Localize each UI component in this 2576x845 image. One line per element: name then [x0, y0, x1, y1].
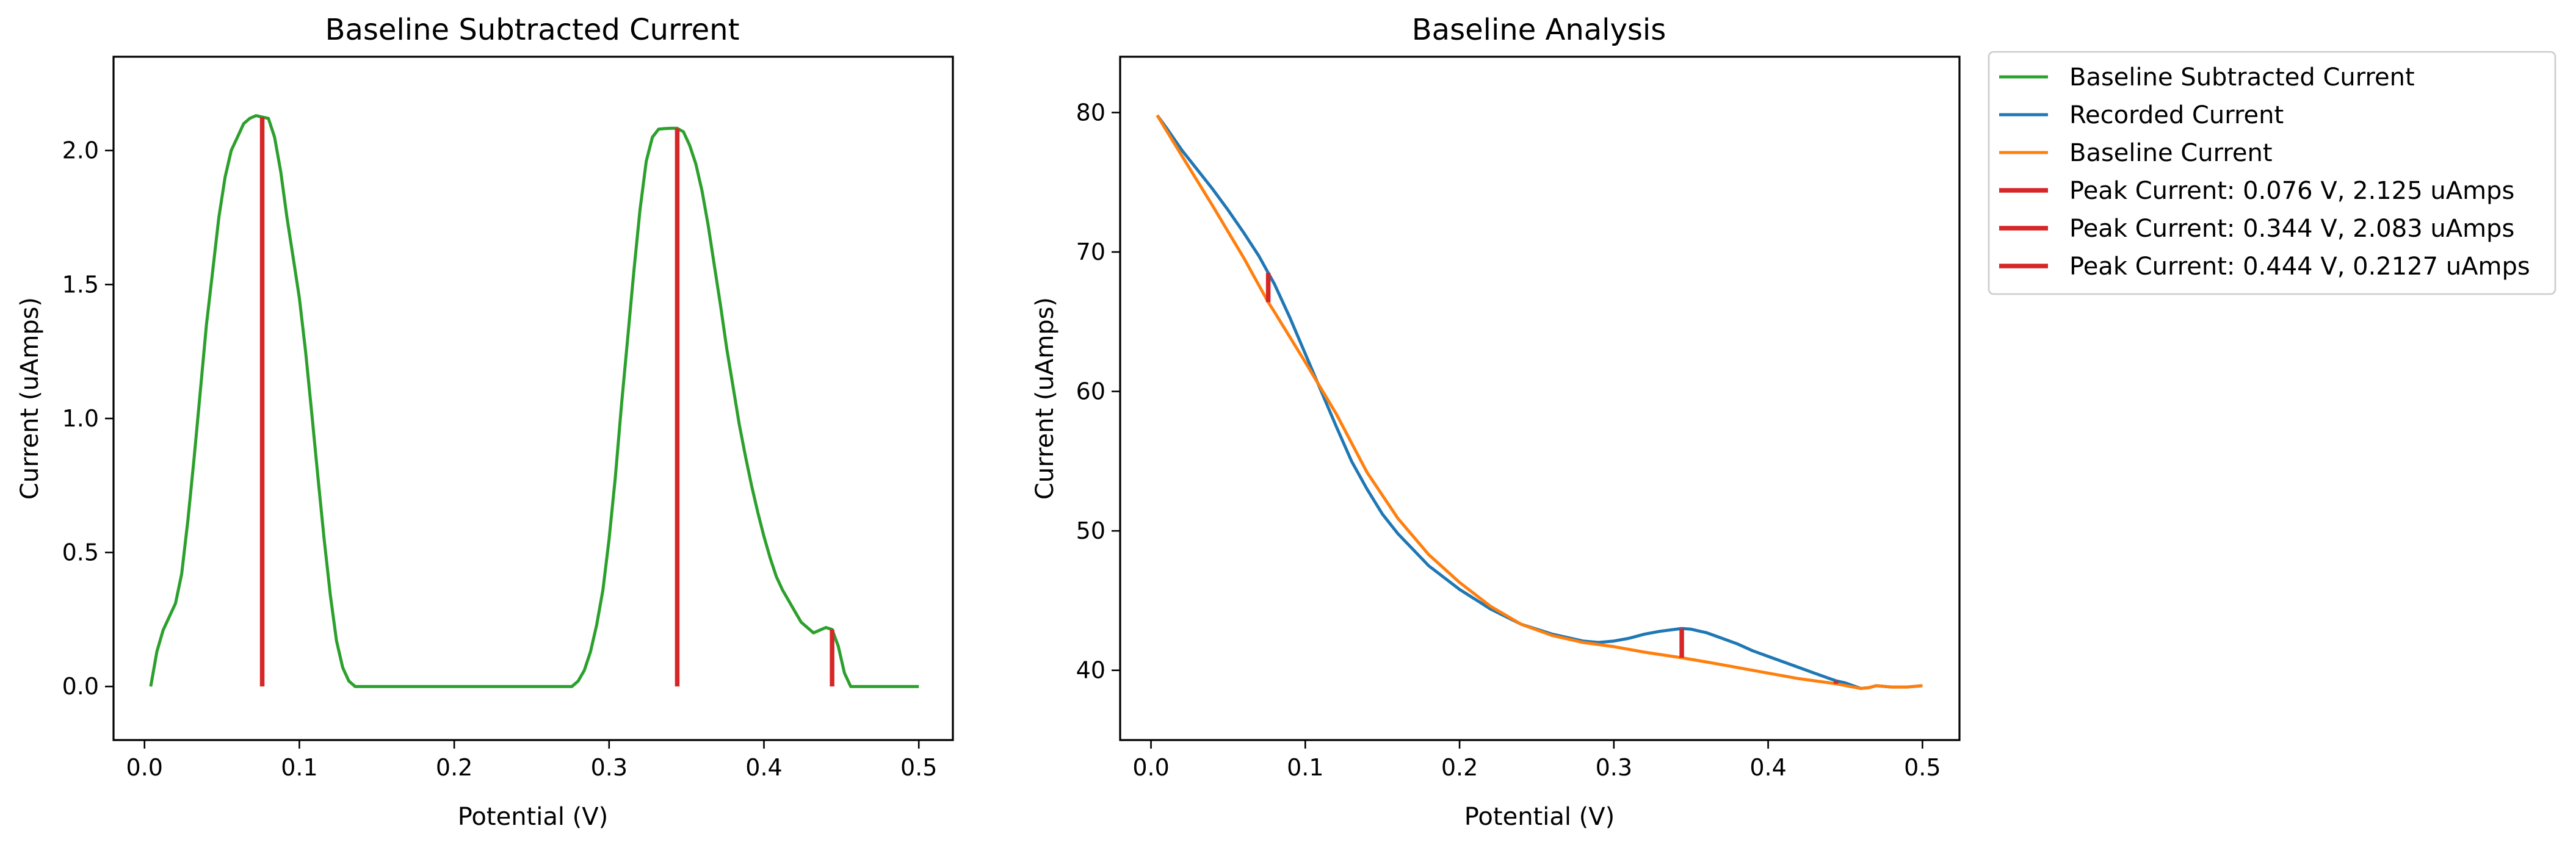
y-axis-label: Current (uAmps) [16, 297, 44, 500]
x-tick-label: 0.0 [1132, 754, 1169, 781]
x-tick-label: 0.2 [436, 754, 472, 781]
legend-label: Baseline Subtracted Current [2069, 63, 2415, 92]
y-tick-label: 70 [1076, 239, 1105, 265]
legend-label: Baseline Current [2069, 139, 2273, 167]
legend-label: Peak Current: 0.344 V, 2.083 uAmps [2069, 215, 2514, 243]
y-tick-label: 0.0 [62, 673, 99, 700]
x-tick-label: 0.2 [1441, 754, 1478, 781]
legend: Baseline Subtracted Current Recorded Curr… [1989, 52, 2555, 294]
y-tick-label: 1.0 [62, 405, 99, 432]
legend-label: Peak Current: 0.444 V, 0.2127 uAmps [2069, 253, 2530, 281]
x-tick-label: 0.5 [1904, 754, 1941, 781]
y-tick-label: 1.5 [62, 271, 99, 298]
x-tick-label: 0.4 [745, 754, 782, 781]
x-tick-label: 0.5 [900, 754, 937, 781]
y-tick-label: 60 [1076, 378, 1105, 405]
x-tick-label: 0.3 [1596, 754, 1632, 781]
y-tick-label: 40 [1076, 657, 1105, 684]
x-tick-label: 0.1 [1287, 754, 1323, 781]
legend-label: Peak Current: 0.076 V, 2.125 uAmps [2069, 177, 2514, 205]
chart-title: Baseline Analysis [1412, 13, 1666, 47]
legend-label: Recorded Current [2069, 101, 2284, 129]
y-tick-label: 80 [1076, 99, 1105, 126]
x-tick-label: 0.3 [591, 754, 628, 781]
y-axis-label: Current (uAmps) [1031, 297, 1059, 500]
x-tick-label: 0.0 [126, 754, 163, 781]
chart-title: Baseline Subtracted Current [325, 13, 740, 47]
x-axis-label: Potential (V) [458, 803, 609, 831]
x-tick-label: 0.1 [281, 754, 317, 781]
x-axis-label: Potential (V) [1464, 803, 1615, 831]
y-tick-label: 2.0 [62, 137, 99, 164]
y-tick-label: 50 [1076, 517, 1105, 544]
x-tick-label: 0.4 [1749, 754, 1786, 781]
y-tick-label: 0.5 [62, 539, 99, 566]
